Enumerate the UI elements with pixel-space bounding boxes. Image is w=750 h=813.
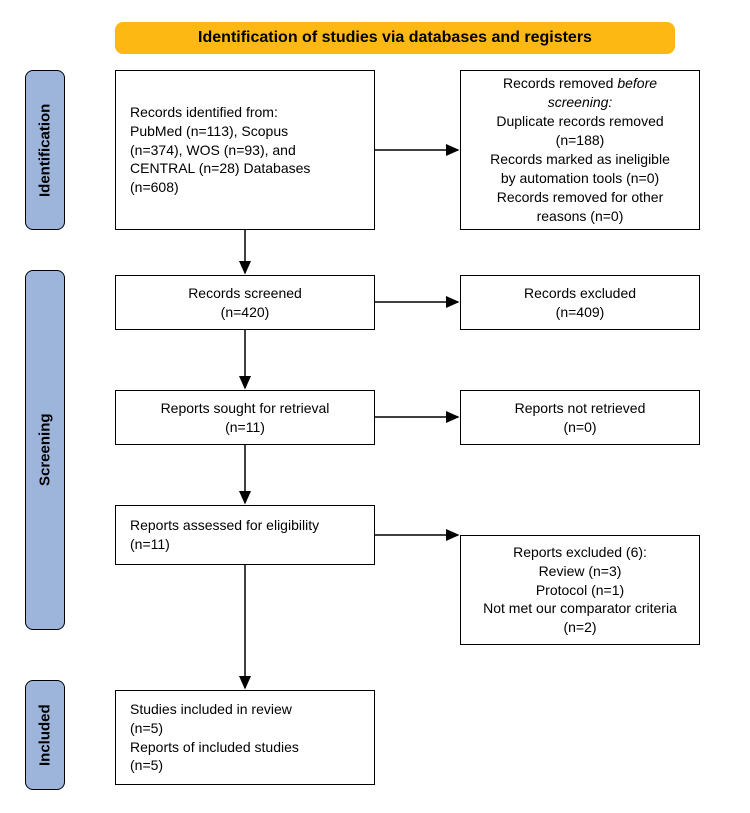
box-assessed: Reports assessed for eligibility (n=11) xyxy=(115,505,375,565)
box-sought: Reports sought for retrieval (n=11) xyxy=(115,390,375,445)
excluded-screen-l2: (n=409) xyxy=(556,303,605,322)
identified-l3: (n=374), WOS (n=93), and xyxy=(130,141,360,160)
stage-included: Included xyxy=(25,680,65,790)
excluded-assess-l4: Not met our comparator criteria xyxy=(483,599,677,618)
removed-l1a: Records removed xyxy=(503,75,617,91)
removed-l8: reasons (n=0) xyxy=(537,207,624,226)
assessed-l1: Reports assessed for eligibility xyxy=(130,516,360,535)
box-not-retrieved: Reports not retrieved (n=0) xyxy=(460,390,700,445)
sought-l2: (n=11) xyxy=(225,418,265,437)
removed-l1b: before xyxy=(617,75,657,91)
removed-l7: Records removed for other xyxy=(497,188,664,207)
identified-l5: (n=608) xyxy=(130,178,360,197)
sought-l1: Reports sought for retrieval xyxy=(161,399,330,418)
header-banner: Identification of studies via databases … xyxy=(115,22,675,54)
box-excluded-screen: Records excluded (n=409) xyxy=(460,275,700,330)
stage-identification-text: Identification xyxy=(37,103,54,196)
included-l3: Reports of included studies xyxy=(130,738,360,757)
identified-l2: PubMed (n=113), Scopus xyxy=(130,122,360,141)
removed-l1: Records removed before xyxy=(503,74,657,93)
box-removed: Records removed before screening: Duplic… xyxy=(460,70,700,230)
removed-l5: Records marked as ineligible xyxy=(490,150,670,169)
box-identified: Records identified from: PubMed (n=113),… xyxy=(115,70,375,230)
screened-l1: Records screened xyxy=(188,284,302,303)
box-excluded-assess: Reports excluded (6): Review (n=3) Proto… xyxy=(460,535,700,645)
stage-identification: Identification xyxy=(25,70,65,230)
excluded-screen-l1: Records excluded xyxy=(524,284,636,303)
excluded-assess-l1: Reports excluded (6): xyxy=(513,543,647,562)
included-l1: Studies included in review xyxy=(130,700,360,719)
not-retrieved-l2: (n=0) xyxy=(563,418,596,437)
excluded-assess-l3: Protocol (n=1) xyxy=(536,581,624,600)
included-l2: (n=5) xyxy=(130,719,360,738)
removed-l4: (n=188) xyxy=(556,131,605,150)
box-included: Studies included in review (n=5) Reports… xyxy=(115,690,375,785)
excluded-assess-l5: (n=2) xyxy=(563,618,596,637)
identified-l1: Records identified from: xyxy=(130,103,360,122)
removed-l3: Duplicate records removed xyxy=(496,112,663,131)
screened-l2: (n=420) xyxy=(221,303,270,322)
removed-l6: by automation tools (n=0) xyxy=(501,169,659,188)
stage-screening: Screening xyxy=(25,270,65,630)
banner-text: Identification of studies via databases … xyxy=(198,29,592,47)
excluded-assess-l2: Review (n=3) xyxy=(539,562,622,581)
included-l4: (n=5) xyxy=(130,756,360,775)
identified-l4: CENTRAL (n=28) Databases xyxy=(130,159,360,178)
removed-l2: screening: xyxy=(548,93,613,112)
stage-screening-text: Screening xyxy=(37,414,54,487)
assessed-l2: (n=11) xyxy=(130,535,360,554)
stage-included-text: Included xyxy=(37,704,54,766)
box-screened: Records screened (n=420) xyxy=(115,275,375,330)
not-retrieved-l1: Reports not retrieved xyxy=(515,399,646,418)
